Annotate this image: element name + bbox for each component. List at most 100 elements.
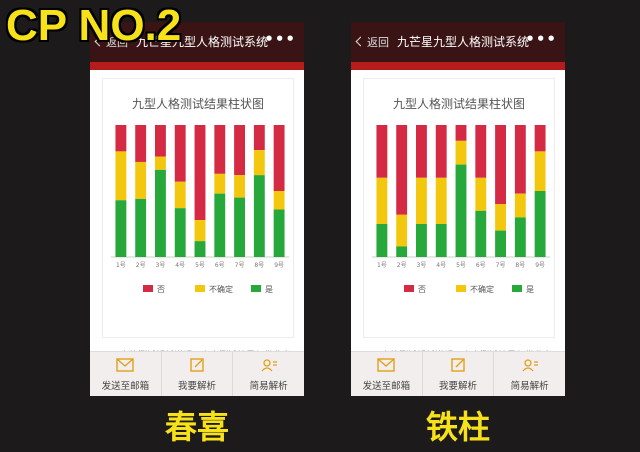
chart-container: 九型人格测试结果柱状图 1号 2号 3号 4号 5号 6号 7号 8号 9号否 不确定 是 bbox=[102, 78, 294, 338]
more-icon[interactable]: ••• bbox=[525, 30, 557, 48]
bottom-toolbar: 发送至邮箱 我要解析 简易解析 bbox=[351, 351, 565, 396]
send-email-label: 发送至邮箱 bbox=[101, 381, 150, 392]
nav-title: 九芒星九型人格测试系统 bbox=[136, 35, 269, 49]
bar-segment bbox=[253, 175, 265, 257]
edit-icon bbox=[190, 358, 204, 372]
bar-segment bbox=[416, 177, 427, 224]
chart-container: 九型人格测试结果柱状图 1号 2号 3号 4号 5号 6号 7号 8号 9号否 不确定 是 bbox=[363, 78, 555, 338]
bar-segment bbox=[455, 164, 467, 257]
x-tick-label: 8号 bbox=[254, 262, 264, 269]
back-label: 返回 bbox=[367, 36, 389, 49]
bar-segment bbox=[435, 224, 447, 257]
bar-segment bbox=[194, 241, 206, 257]
chart-legend: 否 不确定 是 bbox=[404, 284, 534, 294]
bar-segment bbox=[174, 181, 186, 209]
x-tick-label: 4号 bbox=[436, 262, 446, 269]
x-tick-label: 7号 bbox=[235, 262, 245, 269]
chart-legend: 否 不确定 是 bbox=[143, 284, 273, 294]
bar-segment bbox=[234, 197, 245, 257]
bar-segment bbox=[396, 214, 408, 247]
phone-screenshot-right: 返回 九芒星九型人格测试系统 ••• 九型人格测试结果柱状图 1号 2号 3号 4号 5… bbox=[351, 22, 565, 396]
bar-segment bbox=[495, 204, 506, 231]
simple-analysis-label: 简易解析 bbox=[249, 381, 288, 392]
my-analysis-label: 我要解析 bbox=[178, 381, 217, 392]
bar-segment bbox=[253, 150, 265, 176]
back-label: 返回 bbox=[106, 36, 128, 49]
bar-segment bbox=[416, 224, 427, 257]
legend-label: 不确定 bbox=[470, 284, 494, 294]
bar-segment bbox=[115, 125, 127, 152]
simple-analysis-button[interactable]: 简易解析 bbox=[494, 352, 565, 396]
legend-label: 否 bbox=[157, 285, 165, 294]
bar-segment bbox=[273, 125, 285, 191]
my-analysis-label: 我要解析 bbox=[439, 381, 478, 392]
bar-segment bbox=[416, 125, 427, 178]
bar-segment bbox=[174, 125, 186, 182]
bar-segment bbox=[534, 151, 546, 191]
x-tick-label: 3号 bbox=[417, 262, 427, 269]
bar-segment bbox=[514, 125, 526, 194]
chevron-left-icon bbox=[355, 36, 366, 47]
legend-swatch bbox=[456, 285, 466, 292]
bar-segment bbox=[135, 125, 147, 162]
x-tick-label: 9号 bbox=[274, 262, 284, 269]
legend-label: 否 bbox=[418, 285, 426, 294]
x-tick-label: 5号 bbox=[456, 262, 466, 269]
bar-segment bbox=[135, 161, 147, 199]
phone-screenshot-left: 返回 九芒星九型人格测试系统 ••• 九型人格测试结果柱状图 1号 2号 3号 4号 5… bbox=[90, 22, 304, 396]
caption-left: 春喜 bbox=[164, 408, 229, 446]
bar-segment bbox=[475, 210, 487, 257]
legend-swatch bbox=[195, 285, 205, 292]
bar-segment bbox=[115, 151, 127, 201]
stacked-bar-chart: 1号 2号 3号 4号 5号 6号 7号 8号 9号否 不确定 是 bbox=[111, 125, 289, 294]
back-button[interactable]: 返回 bbox=[355, 34, 389, 50]
user-list-icon bbox=[261, 359, 277, 372]
x-tick-label: 1号 bbox=[377, 262, 387, 269]
bar-segment bbox=[455, 140, 467, 165]
simple-analysis-button[interactable]: 简易解析 bbox=[233, 352, 304, 396]
x-tick-label: 5号 bbox=[195, 262, 205, 269]
legend-swatch bbox=[404, 285, 414, 292]
nav-bar: 返回 九芒星九型人格测试系统 ••• bbox=[351, 22, 565, 70]
send-email-button[interactable]: 发送至邮箱 bbox=[90, 352, 162, 396]
x-tick-label: 7号 bbox=[496, 262, 506, 269]
stacked-bar-chart: 1号 2号 3号 4号 5号 6号 7号 8号 9号否 不确定 是 bbox=[372, 125, 550, 294]
bar-segment bbox=[234, 175, 245, 198]
my-analysis-button[interactable]: 我要解析 bbox=[162, 352, 234, 396]
x-tick-label: 6号 bbox=[215, 262, 225, 269]
bar-segment bbox=[234, 125, 245, 176]
user-list-icon bbox=[522, 359, 538, 372]
bar-segment bbox=[135, 198, 147, 257]
nav-bar: 返回 九芒星九型人格测试系统 ••• bbox=[90, 22, 304, 70]
x-tick-label: 2号 bbox=[136, 262, 146, 269]
bar-segment bbox=[396, 125, 408, 215]
bar-segment bbox=[194, 125, 206, 221]
bar-segment bbox=[475, 177, 487, 211]
x-tick-label: 6号 bbox=[476, 262, 486, 269]
bar-segment bbox=[155, 169, 166, 257]
my-analysis-button[interactable]: 我要解析 bbox=[423, 352, 495, 396]
bar-segment bbox=[435, 177, 447, 224]
legend-label: 不确定 bbox=[209, 284, 233, 294]
bar-segment bbox=[214, 193, 226, 257]
send-email-label: 发送至邮箱 bbox=[362, 381, 411, 392]
envelope-icon bbox=[377, 358, 396, 372]
x-tick-label: 2号 bbox=[397, 262, 407, 269]
simple-analysis-label: 简易解析 bbox=[510, 381, 549, 392]
bar-segment bbox=[435, 125, 447, 178]
bar-segment bbox=[214, 125, 226, 174]
bar-segment bbox=[495, 125, 506, 205]
x-tick-label: 9号 bbox=[535, 262, 545, 269]
x-tick-label: 4号 bbox=[175, 262, 185, 269]
bar-segment bbox=[376, 177, 388, 224]
legend-label: 是 bbox=[526, 285, 534, 294]
send-email-button[interactable]: 发送至邮箱 bbox=[351, 352, 423, 396]
bar-segment bbox=[534, 125, 546, 152]
more-icon[interactable]: ••• bbox=[264, 30, 296, 48]
bar-segment bbox=[273, 191, 285, 210]
bar-segment bbox=[514, 193, 526, 218]
legend-swatch bbox=[251, 285, 261, 292]
bar-segment bbox=[194, 220, 206, 242]
back-button[interactable]: 返回 bbox=[94, 34, 128, 50]
